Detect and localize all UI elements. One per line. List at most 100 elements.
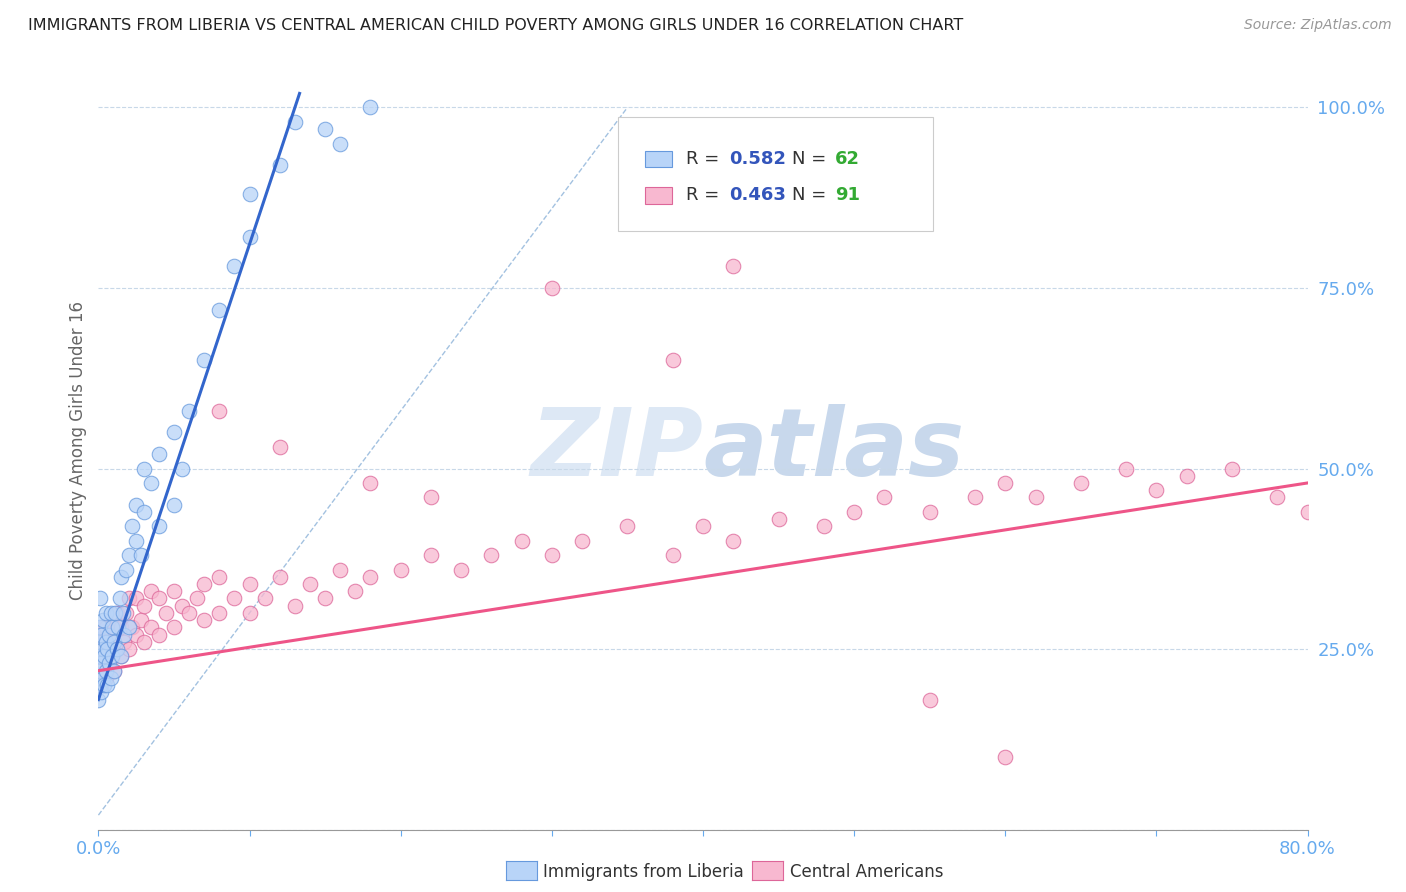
Point bbox=[661, 548, 683, 562]
Point bbox=[105, 642, 128, 657]
Point bbox=[723, 533, 745, 548]
Point bbox=[239, 230, 262, 244]
Point bbox=[616, 519, 638, 533]
Point bbox=[193, 613, 215, 627]
Point bbox=[1024, 491, 1046, 505]
Point bbox=[510, 533, 533, 548]
Point bbox=[91, 642, 114, 657]
Point bbox=[98, 657, 121, 671]
Point bbox=[96, 642, 118, 657]
Point bbox=[224, 260, 246, 274]
Point bbox=[239, 606, 262, 620]
Point bbox=[360, 570, 382, 584]
Text: ZIP: ZIP bbox=[530, 404, 703, 497]
Point bbox=[110, 620, 132, 634]
Point bbox=[101, 649, 124, 664]
Text: R =: R = bbox=[686, 150, 725, 168]
Point bbox=[112, 635, 135, 649]
Point bbox=[155, 606, 177, 620]
Point bbox=[96, 642, 118, 657]
Point bbox=[253, 591, 276, 606]
Point bbox=[344, 584, 367, 599]
Text: N =: N = bbox=[793, 150, 832, 168]
Point bbox=[208, 606, 231, 620]
Point bbox=[1070, 475, 1092, 490]
Point bbox=[692, 519, 714, 533]
Point bbox=[100, 671, 122, 685]
Point bbox=[87, 692, 110, 706]
Point bbox=[148, 447, 170, 461]
Point bbox=[89, 649, 111, 664]
Point bbox=[994, 475, 1017, 490]
Point bbox=[91, 657, 114, 671]
Point bbox=[89, 591, 111, 606]
Point bbox=[114, 563, 136, 577]
Point bbox=[110, 649, 132, 664]
Point bbox=[186, 591, 208, 606]
Point bbox=[661, 353, 683, 368]
Point bbox=[768, 512, 790, 526]
Point bbox=[121, 519, 143, 533]
Point bbox=[103, 620, 125, 634]
Point bbox=[121, 620, 143, 634]
Point bbox=[329, 136, 352, 151]
Point bbox=[125, 533, 148, 548]
Point bbox=[994, 750, 1017, 764]
Point bbox=[389, 563, 412, 577]
Point bbox=[1175, 468, 1198, 483]
Point bbox=[93, 649, 115, 664]
Text: IMMIGRANTS FROM LIBERIA VS CENTRAL AMERICAN CHILD POVERTY AMONG GIRLS UNDER 16 C: IMMIGRANTS FROM LIBERIA VS CENTRAL AMERI… bbox=[28, 18, 963, 33]
Point bbox=[141, 620, 163, 634]
Point bbox=[193, 353, 215, 368]
Text: R =: R = bbox=[686, 186, 725, 204]
Point bbox=[90, 657, 112, 671]
Point bbox=[125, 591, 148, 606]
Point bbox=[105, 606, 128, 620]
Text: Immigrants from Liberia: Immigrants from Liberia bbox=[543, 863, 744, 881]
Point bbox=[208, 570, 231, 584]
Point bbox=[87, 664, 110, 678]
Point bbox=[94, 620, 117, 634]
Point bbox=[132, 599, 155, 613]
Point bbox=[420, 548, 443, 562]
Point bbox=[91, 620, 114, 634]
Point bbox=[360, 100, 382, 114]
FancyBboxPatch shape bbox=[645, 151, 672, 168]
Point bbox=[129, 613, 152, 627]
Point bbox=[163, 620, 186, 634]
Point bbox=[107, 620, 129, 634]
Point bbox=[125, 498, 148, 512]
Point bbox=[91, 671, 114, 685]
Point bbox=[314, 591, 336, 606]
Point bbox=[101, 649, 124, 664]
FancyBboxPatch shape bbox=[619, 117, 932, 230]
Point bbox=[118, 620, 141, 634]
Point bbox=[89, 620, 111, 634]
Point bbox=[103, 664, 125, 678]
Point bbox=[125, 627, 148, 641]
Text: N =: N = bbox=[793, 186, 832, 204]
Text: atlas: atlas bbox=[703, 404, 965, 497]
Point bbox=[1220, 461, 1243, 475]
Point bbox=[193, 577, 215, 591]
Point bbox=[148, 519, 170, 533]
Point bbox=[93, 649, 115, 664]
Point bbox=[239, 187, 262, 202]
Point bbox=[118, 548, 141, 562]
Point bbox=[224, 591, 246, 606]
Point bbox=[284, 599, 307, 613]
Point bbox=[540, 548, 562, 562]
Point bbox=[329, 563, 352, 577]
Point bbox=[163, 425, 186, 440]
Text: 91: 91 bbox=[835, 186, 860, 204]
Point bbox=[571, 533, 593, 548]
Point bbox=[269, 158, 291, 172]
Point bbox=[170, 461, 193, 475]
Point bbox=[101, 620, 124, 634]
Point bbox=[112, 627, 135, 641]
Point bbox=[163, 498, 186, 512]
Point bbox=[148, 591, 170, 606]
Point bbox=[90, 678, 112, 692]
Text: Central Americans: Central Americans bbox=[790, 863, 943, 881]
Point bbox=[723, 260, 745, 274]
